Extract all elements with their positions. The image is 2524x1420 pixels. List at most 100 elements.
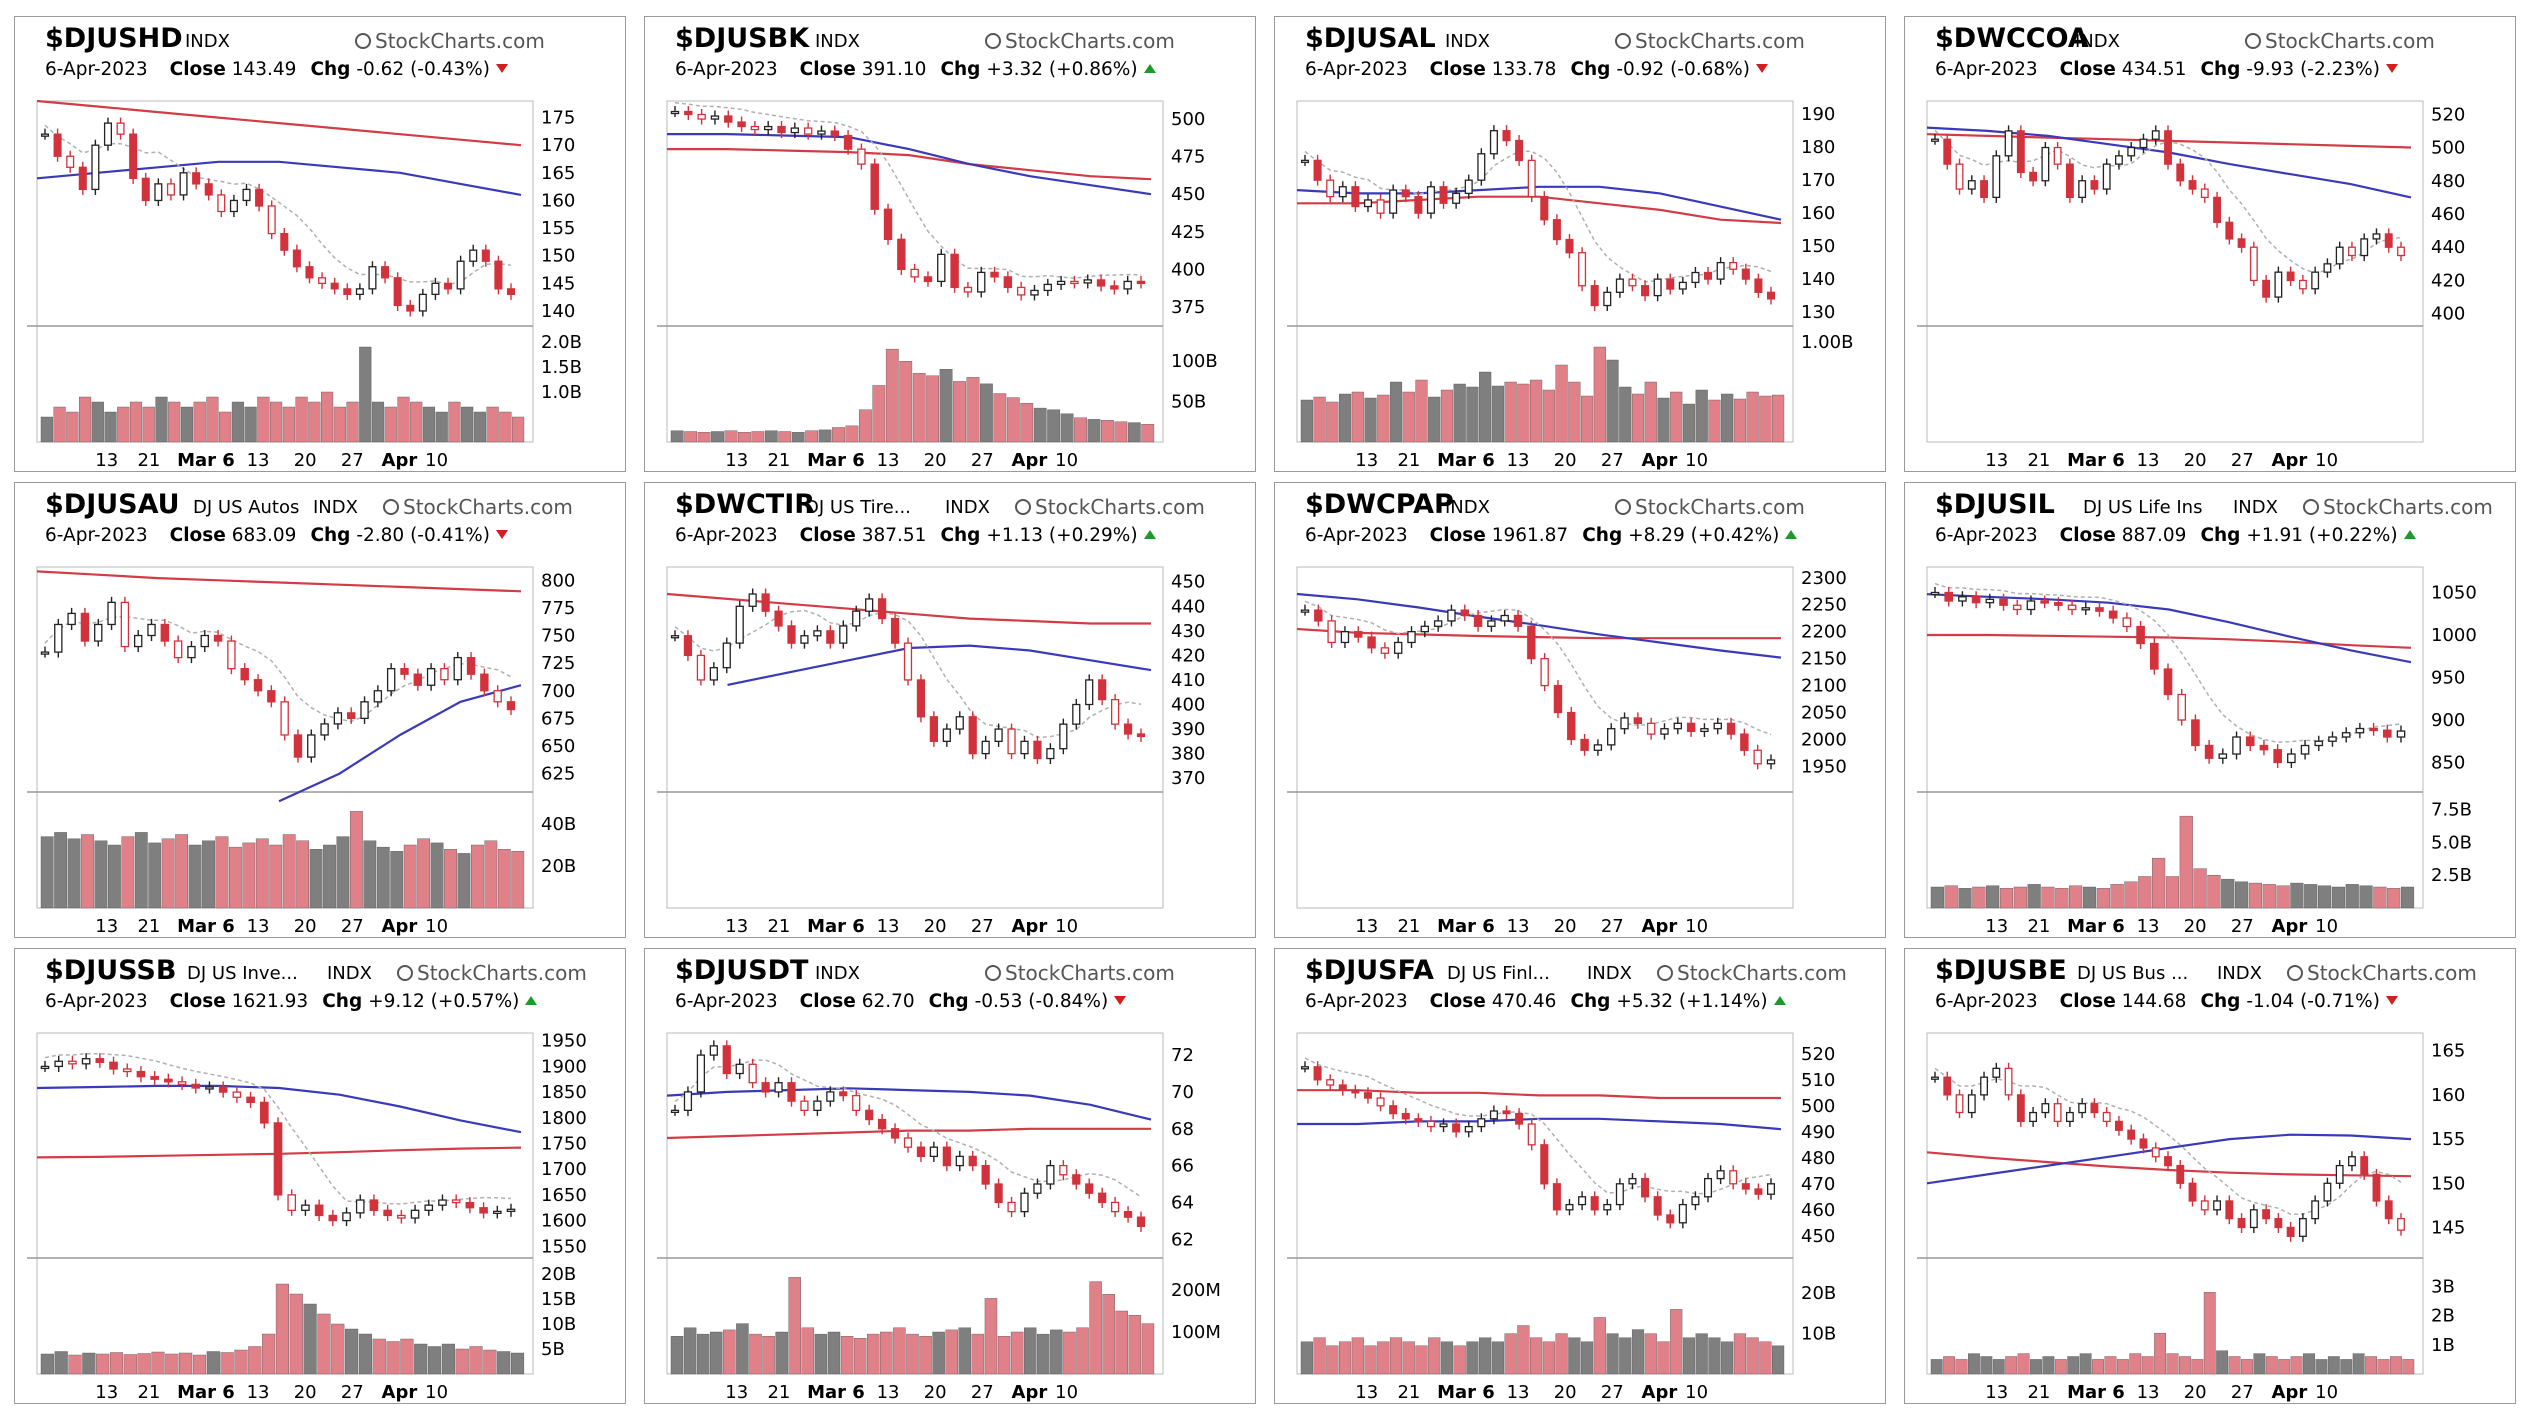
candle xyxy=(1464,1125,1473,1133)
price-tick-label: 170 xyxy=(1801,170,1835,191)
volume-bar xyxy=(40,1353,54,1375)
x-tick-label: 20 xyxy=(2184,1382,2207,1403)
x-tick-label: 27 xyxy=(341,916,364,937)
chart-panel[interactable]: $DWCCOA INDX StockCharts.com 6-Apr-2023 Clos… xyxy=(1904,16,2516,472)
candle xyxy=(1716,261,1725,280)
volume-bar xyxy=(2096,888,2110,909)
price-tick-label: 800 xyxy=(541,570,575,591)
candle xyxy=(1043,283,1053,292)
ma200-line xyxy=(36,570,522,593)
candle xyxy=(1527,159,1536,198)
candle xyxy=(2081,607,2091,611)
chart-panel[interactable]: $DJUSDT INDX StockCharts.com 6-Apr-2023 Clos… xyxy=(644,948,1256,1404)
volume-bar xyxy=(67,838,81,909)
candle xyxy=(1540,196,1549,221)
candle xyxy=(2245,736,2255,747)
x-tick-label: 10 xyxy=(425,1382,448,1403)
candle xyxy=(897,238,906,271)
candle xyxy=(342,1212,351,1222)
x-tick-label: 13 xyxy=(725,916,748,937)
candle xyxy=(2341,732,2351,738)
candle xyxy=(2323,263,2332,273)
candle xyxy=(2298,1217,2307,1237)
candle xyxy=(1931,138,1939,142)
volume-bar xyxy=(696,1333,710,1375)
volume-bar xyxy=(2179,1356,2191,1375)
x-tick-label: 13 xyxy=(1985,450,2008,471)
x-tick-label: 13 xyxy=(877,1382,900,1403)
volume-tick-label: 10B xyxy=(541,1314,576,1335)
ma50-line xyxy=(278,684,522,803)
plot-frame xyxy=(666,566,1164,909)
candle xyxy=(2016,130,2025,174)
price-tick-label: 775 xyxy=(541,598,575,619)
brand-watermark: StockCharts.com xyxy=(383,495,573,519)
volume-bar xyxy=(1517,383,1530,443)
candle xyxy=(406,304,415,312)
close-value: 133.78 xyxy=(1491,59,1557,80)
price-tick-label: 140 xyxy=(541,301,575,322)
exchange-label: INDX xyxy=(327,963,372,984)
candle xyxy=(1136,733,1146,738)
chart-panel[interactable]: $DWCPAP INDX StockCharts.com 6-Apr-2023 Clos… xyxy=(1274,482,1886,938)
candle xyxy=(1666,1214,1675,1224)
chart-panel[interactable]: $DJUSAL INDX StockCharts.com 6-Apr-2023 Clos… xyxy=(1274,16,1886,472)
candle xyxy=(2053,146,2062,165)
price-tick-label: 190 xyxy=(1801,104,1835,125)
candle xyxy=(154,183,163,202)
quote-line: 6-Apr-2023 Close 434.51 Chg -9.93 (-2.23%) xyxy=(1935,59,2398,80)
volume-bar xyxy=(818,429,832,443)
chart-panel[interactable]: $DJUSBK INDX StockCharts.com 6-Apr-2023 Clos… xyxy=(644,16,1256,472)
candle xyxy=(1704,1177,1713,1198)
chart-panel[interactable]: $DWCTIR DJ US Tire... INDX StockCharts.com 6… xyxy=(644,482,1256,938)
volume-bar xyxy=(331,1323,345,1375)
chart-panel[interactable]: $DJUSSB DJ US Inve... INDX StockCharts.com 6… xyxy=(14,948,626,1404)
candle xyxy=(369,1199,379,1211)
x-tick-label: 20 xyxy=(294,1382,317,1403)
volume-bar xyxy=(2207,874,2221,909)
candle xyxy=(852,610,861,627)
chg-value: +8.29 (+0.42%) xyxy=(1628,525,1780,546)
quote-date: 6-Apr-2023 xyxy=(45,59,148,80)
candle xyxy=(722,642,731,669)
chart-panel[interactable]: $DJUSIL DJ US Life Ins INDX StockCharts.com… xyxy=(1904,482,2516,938)
price-tick-label: 950 xyxy=(2431,668,2465,689)
candle xyxy=(1096,279,1106,287)
candle xyxy=(1678,281,1687,290)
x-tick-label: 27 xyxy=(971,450,994,471)
candle xyxy=(1477,1118,1486,1128)
candle xyxy=(2213,1200,2221,1211)
price-tick-label: 375 xyxy=(1171,297,1205,318)
volume-bar xyxy=(1733,398,1746,443)
volume-bar xyxy=(1682,403,1696,443)
x-tick-label: 13 xyxy=(247,450,270,471)
chart-panel[interactable]: $DJUSBE DJ US Bus ... INDX StockCharts.com 6… xyxy=(1904,948,2516,1404)
brand-logo-icon xyxy=(2303,499,2319,515)
candle xyxy=(67,612,76,626)
candle xyxy=(670,635,680,639)
x-tick-label: 13 xyxy=(2137,1382,2160,1403)
volume-bar xyxy=(1047,409,1061,443)
volume-bar xyxy=(206,396,219,443)
volume-bar xyxy=(444,849,457,909)
candle xyxy=(2127,1129,2136,1140)
volume-bar xyxy=(1772,394,1785,443)
volume-bar xyxy=(2110,884,2124,909)
volume-bar xyxy=(511,851,525,909)
volume-bar xyxy=(1074,417,1087,443)
candle xyxy=(1351,186,1360,208)
volume-bar xyxy=(1351,1337,1364,1375)
candle xyxy=(916,679,926,718)
chart-panel[interactable]: $DJUSAU DJ US Autos INDX StockCharts.com 6-A… xyxy=(14,482,626,938)
volume-bar xyxy=(1943,1356,1956,1375)
volume-bar xyxy=(359,346,372,443)
volume-bar xyxy=(428,1346,442,1375)
candle xyxy=(200,634,209,648)
volume-tick-label: 200M xyxy=(1171,1280,1221,1301)
candle xyxy=(292,249,301,268)
chart-panel[interactable]: $DJUSFA DJ US Finl... INDX StockCharts.com 6… xyxy=(1274,948,1886,1404)
candle xyxy=(1713,722,1722,730)
candle xyxy=(865,598,874,612)
chart-panel[interactable]: $DJUSHD INDX StockCharts.com 6-Apr-2023 Clos… xyxy=(14,16,626,472)
candle xyxy=(1515,1112,1524,1125)
